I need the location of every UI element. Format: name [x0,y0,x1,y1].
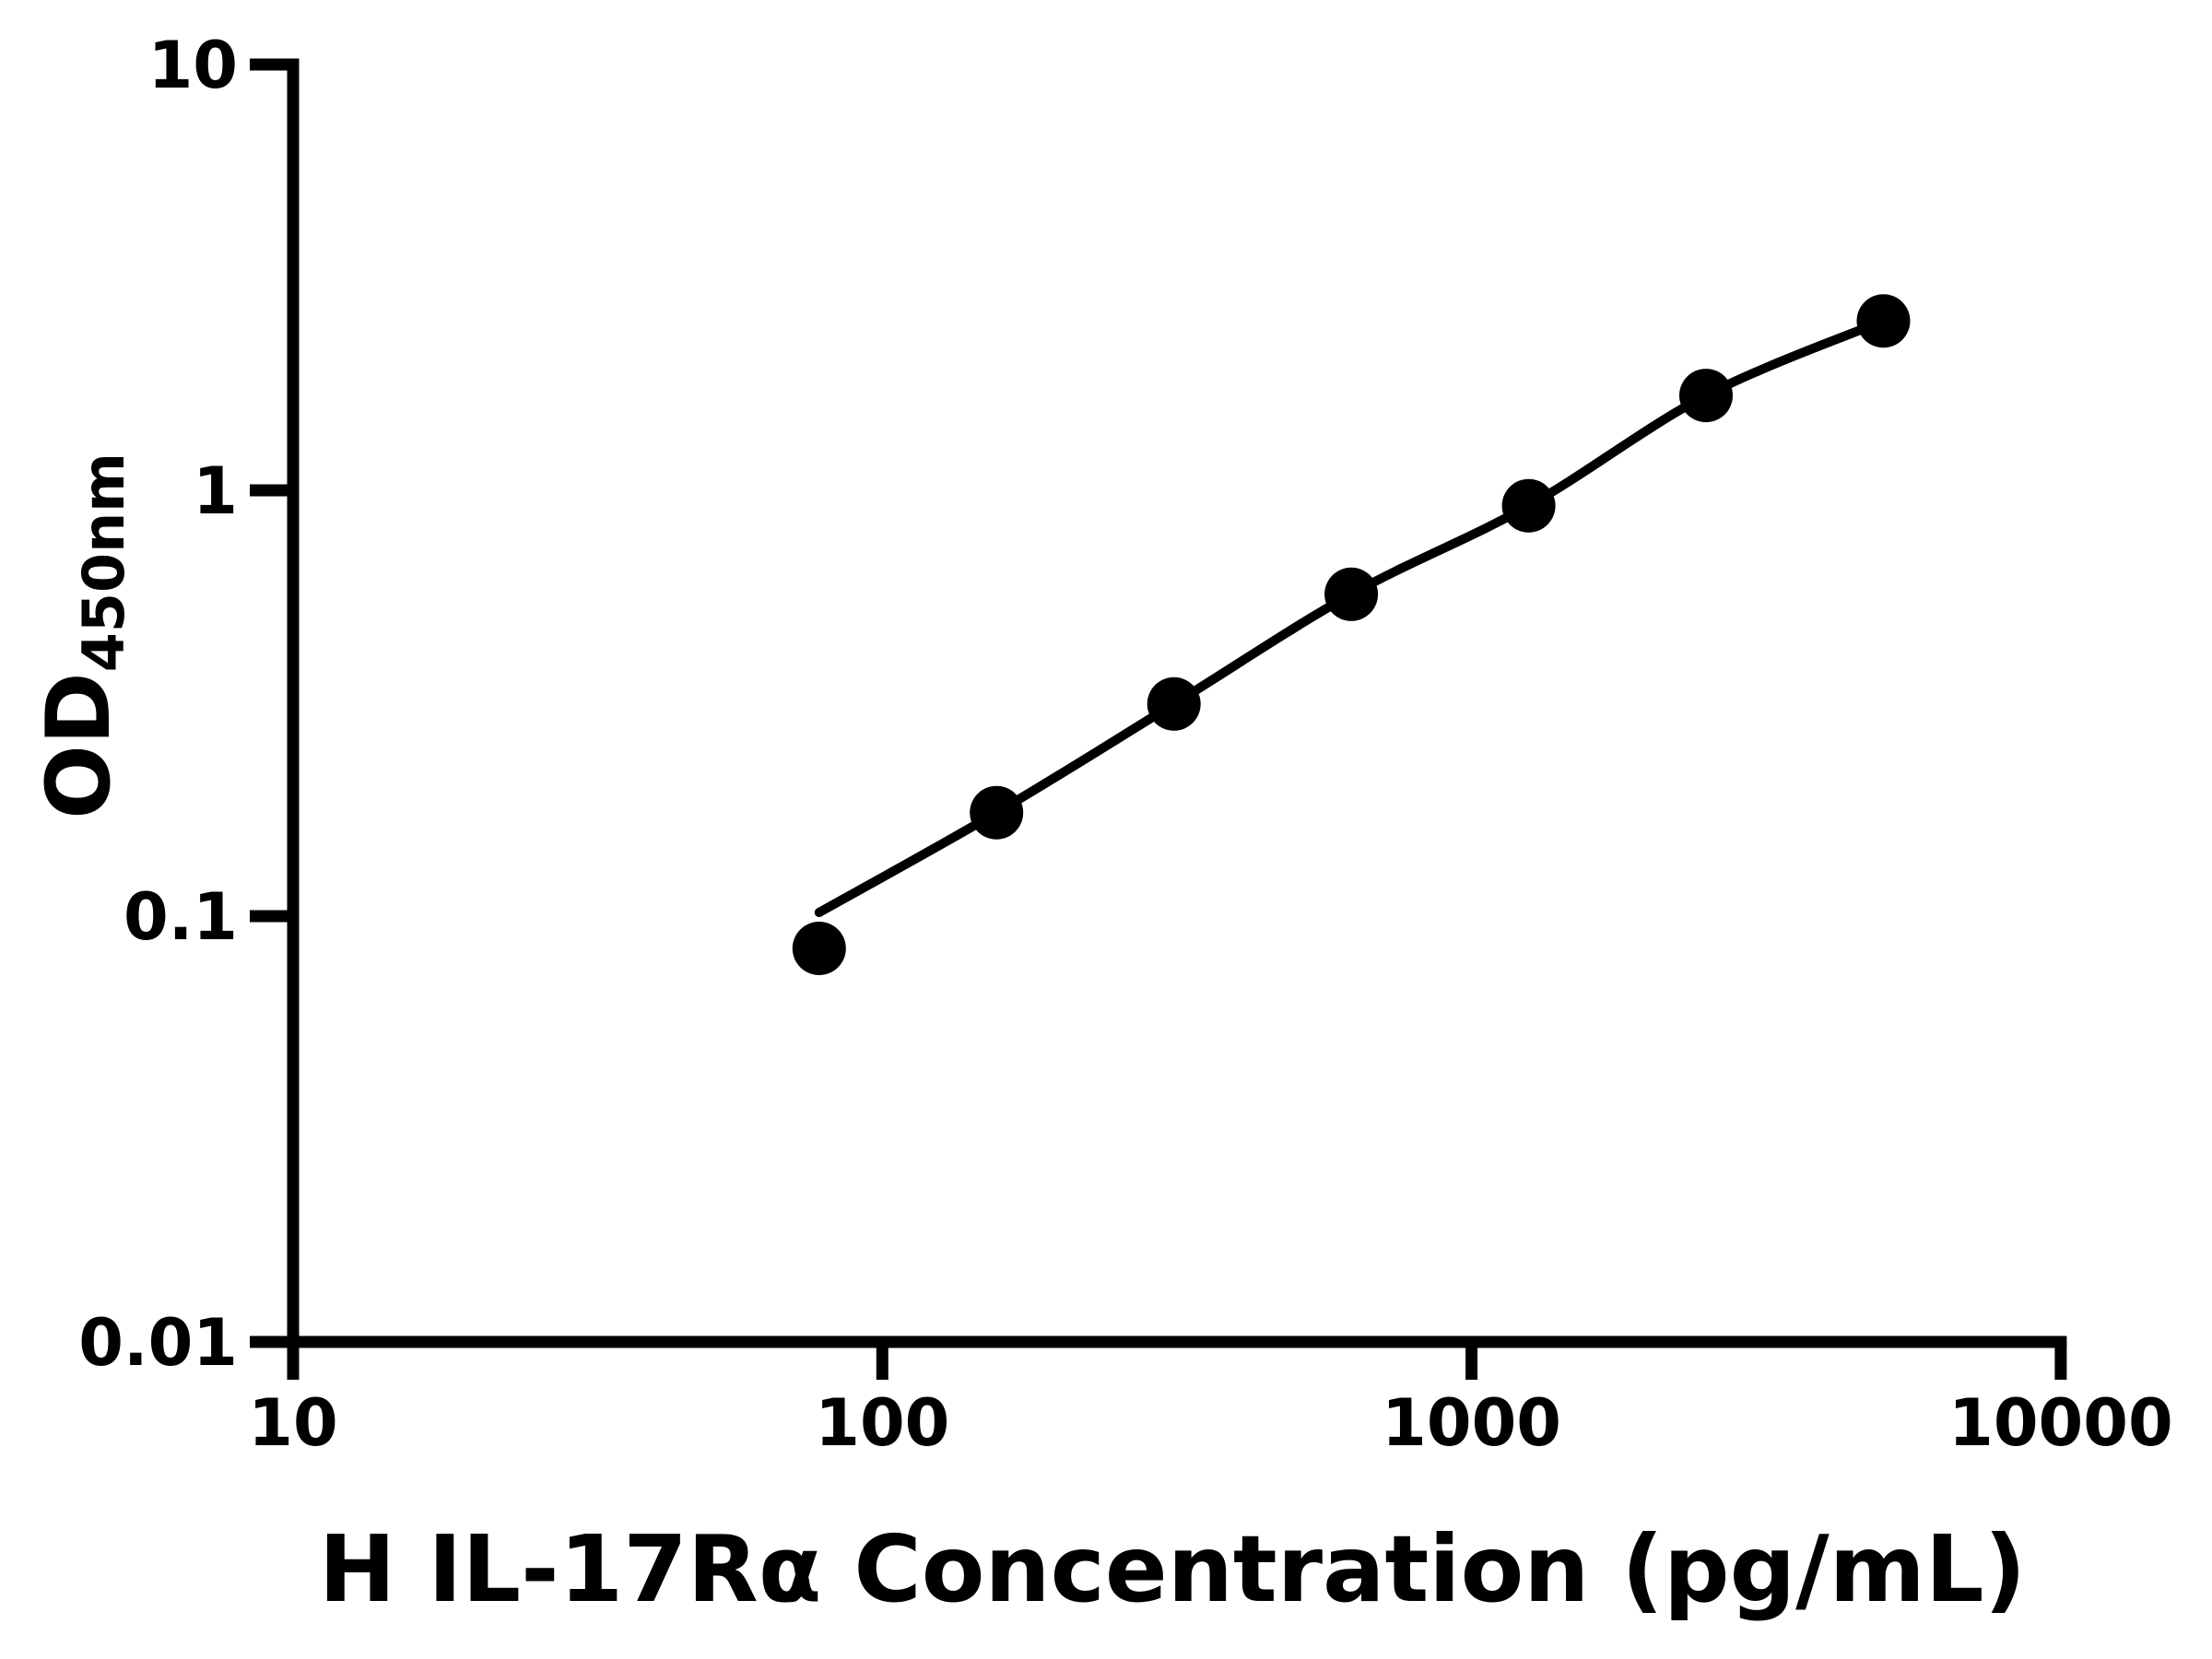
data-point-marker [970,785,1024,840]
y-tick-label: 0.1 [124,879,238,955]
y-tick-label: 1 [193,453,238,529]
data-point-marker [792,922,846,975]
y-axis-title: OD450nm [29,453,137,819]
data-point-marker [1679,369,1733,423]
data-point-marker [1324,567,1379,621]
y-axis-title-subscript: 450nm [70,453,137,672]
data-point-marker [1147,677,1201,731]
y-tick-label: 0.01 [78,1305,238,1381]
x-axis-title: H IL-17Rα Concentration (pg/mL) [319,1515,2027,1623]
x-tick-label: 100 [815,1385,949,1461]
x-tick-label: 1000 [1382,1385,1561,1461]
x-tick-label: 10 [248,1385,337,1461]
data-point-marker [1856,294,1911,348]
x-tick-label: 10000 [1948,1385,2173,1461]
data-point-marker [1501,478,1556,533]
y-tick-label: 10 [148,28,238,103]
y-axis-title-main: OD [29,672,130,819]
